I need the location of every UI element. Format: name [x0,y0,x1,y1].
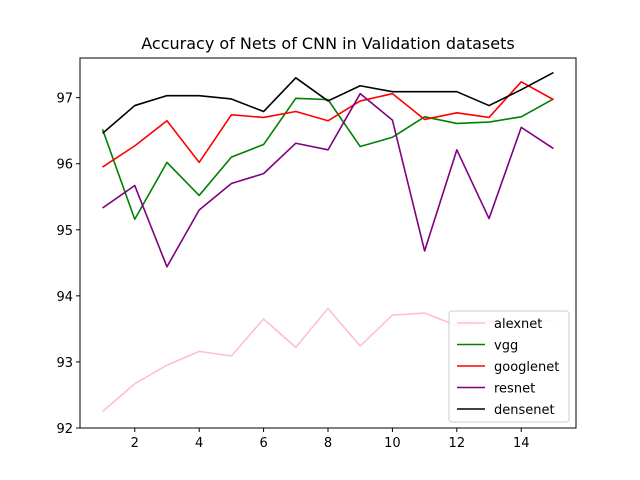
legend-label-resnet: resnet [494,382,535,397]
y-tick-label: 96 [56,158,73,173]
legend-label-alexnet: alexnet [494,317,542,332]
x-tick-label: 8 [324,436,332,451]
series-line-googlenet [102,80,554,168]
y-tick-label: 93 [56,356,73,371]
series-line-densenet [102,71,554,134]
y-tick-label: 94 [56,290,73,305]
y-tick-label: 92 [56,422,73,437]
x-tick-label: 14 [513,436,530,451]
legend-label-vgg: vgg [494,339,518,354]
x-tick-label: 2 [131,436,139,451]
y-tick-label: 95 [56,224,73,239]
x-tick-label: 10 [384,436,401,451]
series-line-vgg [101,97,554,221]
chart-title: Accuracy of Nets of CNN in Validation da… [141,34,514,53]
x-axis: 2 4 6 8 10 12 14 [131,428,530,451]
y-axis: 92 93 94 95 96 97 [56,92,80,437]
series-lines [101,71,554,413]
x-tick-label: 6 [259,436,267,451]
legend-label-densenet: densenet [494,403,555,418]
series-line-resnet [102,92,554,268]
legend-box [448,310,570,423]
x-tick-label: 4 [195,436,203,451]
legend-label-googlenet: googlenet [494,360,559,375]
x-tick-label: 12 [449,436,466,451]
legend: alexnet vgg googlenet resnet densenet [448,310,570,423]
y-tick-label: 97 [56,92,73,107]
